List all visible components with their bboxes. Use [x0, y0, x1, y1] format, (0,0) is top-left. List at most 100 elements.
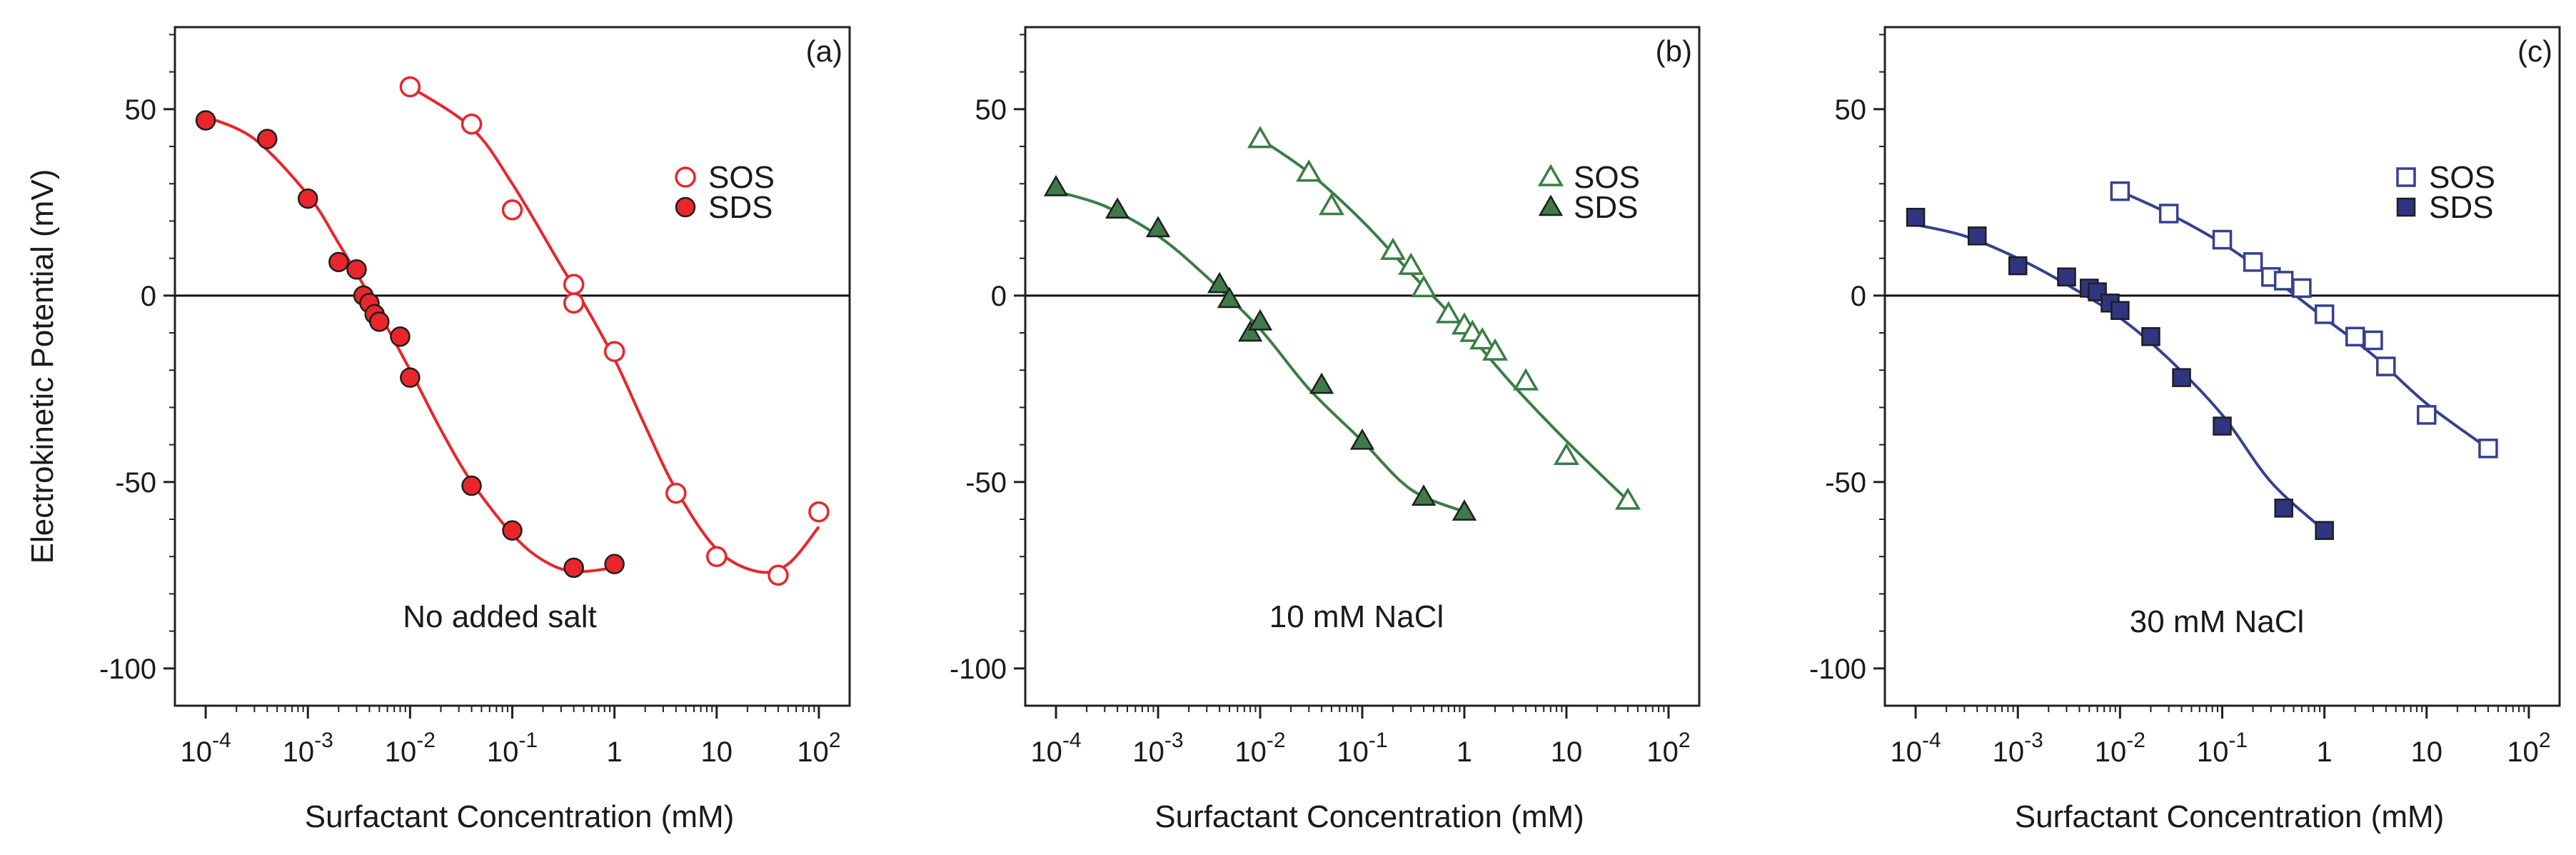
condition-label: No added salt: [403, 599, 597, 634]
data-point-sds: [604, 554, 625, 574]
data-point-sds: [1451, 499, 1477, 521]
x-tick-label: 10: [2411, 736, 2443, 768]
panel-label: (a): [806, 34, 842, 68]
y-tick-label: 0: [991, 281, 1007, 312]
legend-label-sos: SOS: [708, 160, 775, 195]
data-point-sos: [461, 113, 483, 135]
data-point-sos: [1513, 368, 1539, 391]
data-point-sos: [1318, 193, 1344, 216]
data-point-sds: [1349, 428, 1375, 450]
data-point-sds: [1145, 216, 1171, 238]
legend-marker-sds: [675, 196, 696, 218]
x-tick-label: 10-4: [1890, 729, 1941, 768]
condition-label: 10 mM NaCl: [1269, 599, 1444, 634]
data-point-sds: [1105, 197, 1130, 219]
data-point-sds: [1411, 484, 1437, 506]
data-point-sds: [2008, 256, 2028, 276]
x-tick-label: 10-1: [487, 729, 538, 768]
panel-label: (c): [2517, 34, 2552, 68]
y-axis-title: Electrokinetic Potential (mV): [25, 169, 60, 564]
chart-panel-2: 50 0 -50 -100 10-4 10-3 10-2 10-1 1 10 102 Surfacta…: [950, 26, 1701, 834]
y-tick-label: 50: [1835, 94, 1867, 126]
data-point-sds: [328, 251, 349, 273]
y-tick-label: -100: [950, 654, 1007, 685]
legend-label-sos: SOS: [2429, 160, 2495, 195]
data-point-sos: [603, 341, 625, 362]
legend-marker-sos: [1537, 164, 1564, 186]
series-sds: [195, 110, 625, 579]
data-point-sos: [501, 199, 523, 221]
x-tick-label: 10: [701, 736, 733, 768]
legend-label-sds: SDS: [708, 190, 773, 225]
data-point-sos: [768, 564, 789, 586]
data-point-sos: [1615, 487, 1641, 510]
data-point-sds: [400, 367, 421, 388]
series-sos: [2110, 181, 2498, 459]
data-point-sds: [1237, 320, 1263, 342]
legend-marker-sds: [2396, 197, 2416, 217]
x-axis-title: Surfactant Concentration (mM): [2015, 799, 2445, 834]
data-point-sos: [1469, 326, 1496, 350]
data-point-sds: [2057, 267, 2076, 286]
data-point-sds: [297, 188, 318, 209]
data-point-sds: [1906, 207, 1926, 227]
x-tick-label: 102: [2507, 729, 2550, 768]
series-sos: [399, 76, 830, 586]
data-point-sos: [808, 501, 830, 523]
x-tick-label: 10-1: [2197, 729, 2248, 768]
legend-marker-sos: [675, 166, 696, 188]
fit-curve-sds: [1055, 189, 1465, 514]
data-point-sds: [1043, 174, 1069, 196]
data-point-sos: [2273, 271, 2294, 291]
data-point-sos: [2212, 229, 2233, 250]
series-sos: [1247, 126, 1641, 510]
data-point-sos: [1296, 159, 1322, 182]
legend-marker-sds: [1538, 194, 1564, 216]
x-tick-label: 102: [797, 729, 840, 768]
y-tick-label: 50: [975, 94, 1007, 126]
data-point-sos: [2292, 278, 2312, 299]
y-tick-label: -100: [99, 654, 156, 685]
data-point-sos: [399, 76, 421, 98]
data-point-sds: [1217, 286, 1242, 309]
data-point-sos: [2243, 252, 2263, 272]
panel-label: (b): [1656, 34, 1692, 68]
y-tick-label: 0: [1851, 281, 1866, 312]
x-axis-title: Surfactant Concentration (mM): [305, 799, 735, 834]
data-point-sos: [2314, 304, 2335, 324]
data-point-sds: [346, 259, 367, 280]
x-tick-label: 10-2: [1234, 729, 1285, 768]
x-tick-label: 10-4: [180, 729, 231, 768]
data-point-sds: [502, 520, 523, 541]
fit-curve-sos: [2119, 189, 2490, 450]
data-point-sos: [2345, 326, 2365, 346]
x-tick-label: 1: [607, 736, 623, 768]
data-point-sos: [1435, 301, 1461, 324]
data-point-sos: [1247, 126, 1274, 149]
condition-label: 30 mM NaCl: [2130, 604, 2305, 639]
legend-label-sds: SDS: [1574, 190, 1638, 225]
chart-panel-1: 50 0 -50 -100 10-4 10-3 10-2 10-1 1 10 102 Surfacta…: [25, 26, 851, 834]
data-point-sds: [390, 326, 411, 347]
data-point-sos: [2363, 330, 2383, 351]
x-tick-label: 10-4: [1030, 729, 1081, 768]
y-tick-label: -50: [965, 467, 1007, 499]
x-axis-title: Surfactant Concentration (mM): [1154, 799, 1584, 834]
y-tick-label: 0: [141, 281, 156, 312]
data-point-sos: [563, 292, 585, 314]
data-point-sos: [1398, 252, 1424, 275]
x-tick-label: 10-2: [2095, 729, 2145, 768]
data-point-sds: [195, 110, 216, 131]
chart-panel-3: 50 0 -50 -100 10-4 10-3 10-2 10-1 1 10 102 Surfacta…: [1809, 26, 2561, 834]
x-tick-label: 10-3: [283, 729, 333, 768]
y-tick-label: -100: [1809, 654, 1866, 685]
data-point-sds: [1247, 309, 1273, 331]
data-point-sos: [2478, 439, 2498, 459]
data-point-sds: [2315, 521, 2334, 540]
data-point-sds: [1968, 226, 1987, 246]
data-point-sds: [1309, 372, 1334, 394]
y-tick-label: 50: [125, 94, 157, 126]
fit-curve-sos: [409, 85, 820, 574]
data-point-sos: [1411, 274, 1437, 298]
